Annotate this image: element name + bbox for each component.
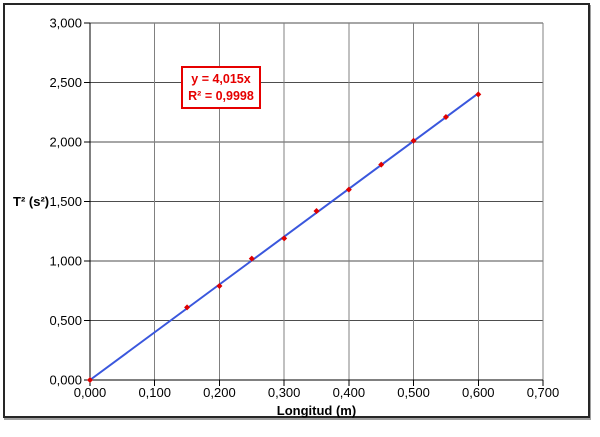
data-point [184,304,191,311]
data-point [248,255,255,262]
data-point [378,161,385,168]
y-tick-label: 1,000 [49,254,82,269]
x-tick-label: 0,600 [462,385,495,400]
data-point [216,282,223,289]
y-tick-label: 1,500 [49,194,82,209]
x-axis-title: Longitud (m) [276,403,357,418]
data-point [410,137,417,144]
data-point [87,377,93,383]
x-tick-label: 0,700 [527,385,560,400]
x-tick-label: 0,400 [333,385,366,400]
y-axis-title: T² (s²) [13,194,50,209]
y-tick-label: 2,500 [49,75,82,90]
y-tick-label: 2,000 [49,135,82,150]
trendline-equation: y = 4,015x [191,71,251,86]
data-point [345,186,352,193]
y-tick-label: 0,000 [49,373,82,388]
trendline-r-squared: R² = 0,9998 [188,88,254,103]
chart-frame-border [3,3,590,418]
data-point [475,91,482,98]
x-tick-label: 0,500 [397,385,430,400]
x-tick-label: 0,200 [203,385,236,400]
x-tick-label: 0,300 [268,385,301,400]
y-tick-label: 0,500 [49,313,82,328]
x-tick-label: 0,000 [74,385,107,400]
data-point [313,208,320,215]
trendline-equation-box: y = 4,015x R² = 0,9998 [181,66,261,109]
data-point [281,235,288,242]
x-tick-label: 0,100 [138,385,171,400]
data-point [442,114,449,121]
y-tick-label: 3,000 [49,16,82,31]
